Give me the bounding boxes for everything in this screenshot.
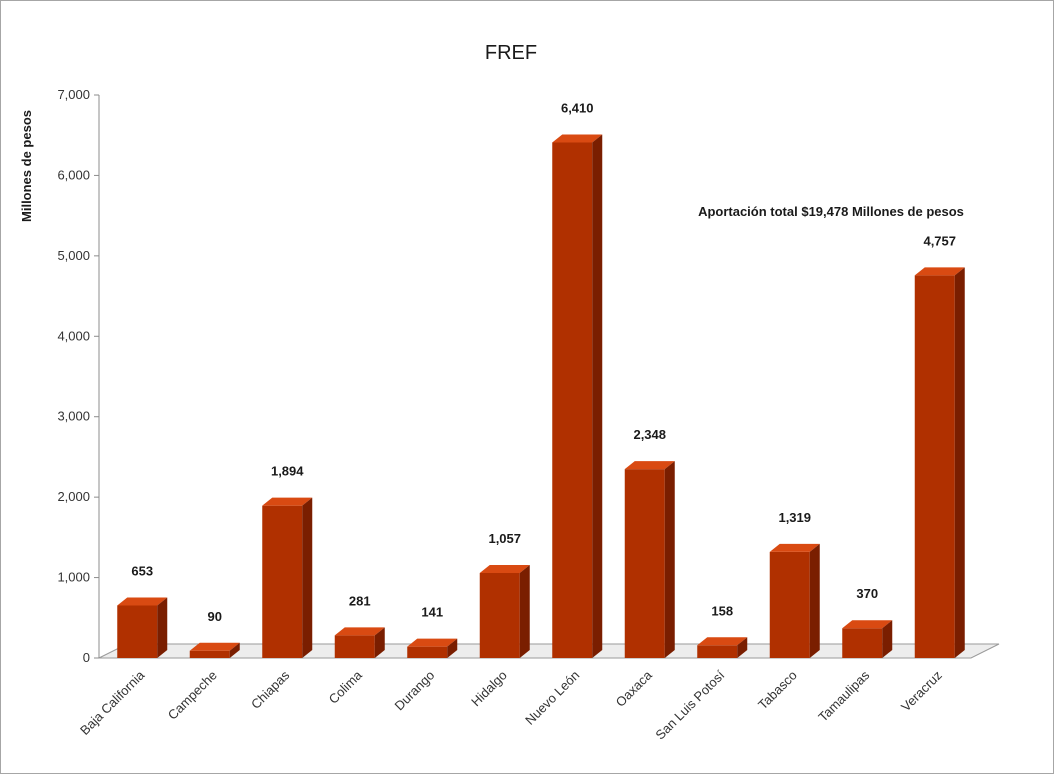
y-tick-label: 5,000 [57, 248, 90, 263]
y-tick-label: 1,000 [57, 570, 90, 585]
y-tick-label: 4,000 [57, 328, 90, 343]
data-label: 1,319 [778, 510, 811, 525]
data-label: 141 [421, 605, 443, 620]
x-tick-label: Durango [391, 668, 437, 714]
total-annotation: Aportación total $19,478 Millones de pes… [698, 204, 964, 219]
x-tick-label: Chiapas [248, 667, 293, 712]
y-tick-label: 6,000 [57, 167, 90, 182]
bar [914, 267, 965, 658]
data-label: 2,348 [633, 427, 666, 442]
x-tick-label: Tabasco [755, 668, 800, 713]
data-label: 158 [711, 603, 733, 618]
x-tick-label: Nuevo León [522, 668, 582, 728]
data-label: 6,410 [561, 100, 594, 115]
x-tick-label: Hidalgo [468, 668, 510, 710]
bar [552, 134, 603, 658]
x-tick-label: Veracruz [898, 668, 945, 715]
data-label: 1,894 [271, 464, 304, 479]
data-label: 1,057 [488, 531, 521, 546]
y-tick-label: 2,000 [57, 489, 90, 504]
bar [769, 543, 820, 658]
x-tick-label: Tamaulipas [815, 667, 872, 724]
data-label: 90 [208, 609, 222, 624]
chart-title: FREF [485, 42, 537, 64]
data-label: 370 [856, 586, 878, 601]
x-tick-label: Oaxaca [613, 667, 656, 710]
bar [697, 637, 748, 658]
y-axis-label: Millones de pesos [19, 110, 34, 222]
bar [262, 497, 313, 658]
bar [407, 638, 458, 658]
x-tick-label: Colima [326, 667, 366, 707]
bar [189, 642, 240, 658]
x-tick-label: San Luis Potosí [652, 667, 727, 742]
bar [334, 627, 385, 658]
data-label: 4,757 [923, 233, 956, 248]
bar [117, 597, 168, 658]
bar [624, 461, 675, 658]
bar [479, 564, 530, 658]
y-tick-label: 7,000 [57, 87, 90, 102]
bar [842, 620, 893, 658]
data-label: 653 [131, 563, 153, 578]
x-tick-label: Baja California [77, 667, 148, 738]
x-tick-label: Campeche [165, 668, 220, 723]
y-tick-label: 0 [83, 650, 90, 665]
data-label: 281 [349, 593, 371, 608]
y-tick-label: 3,000 [57, 409, 90, 424]
